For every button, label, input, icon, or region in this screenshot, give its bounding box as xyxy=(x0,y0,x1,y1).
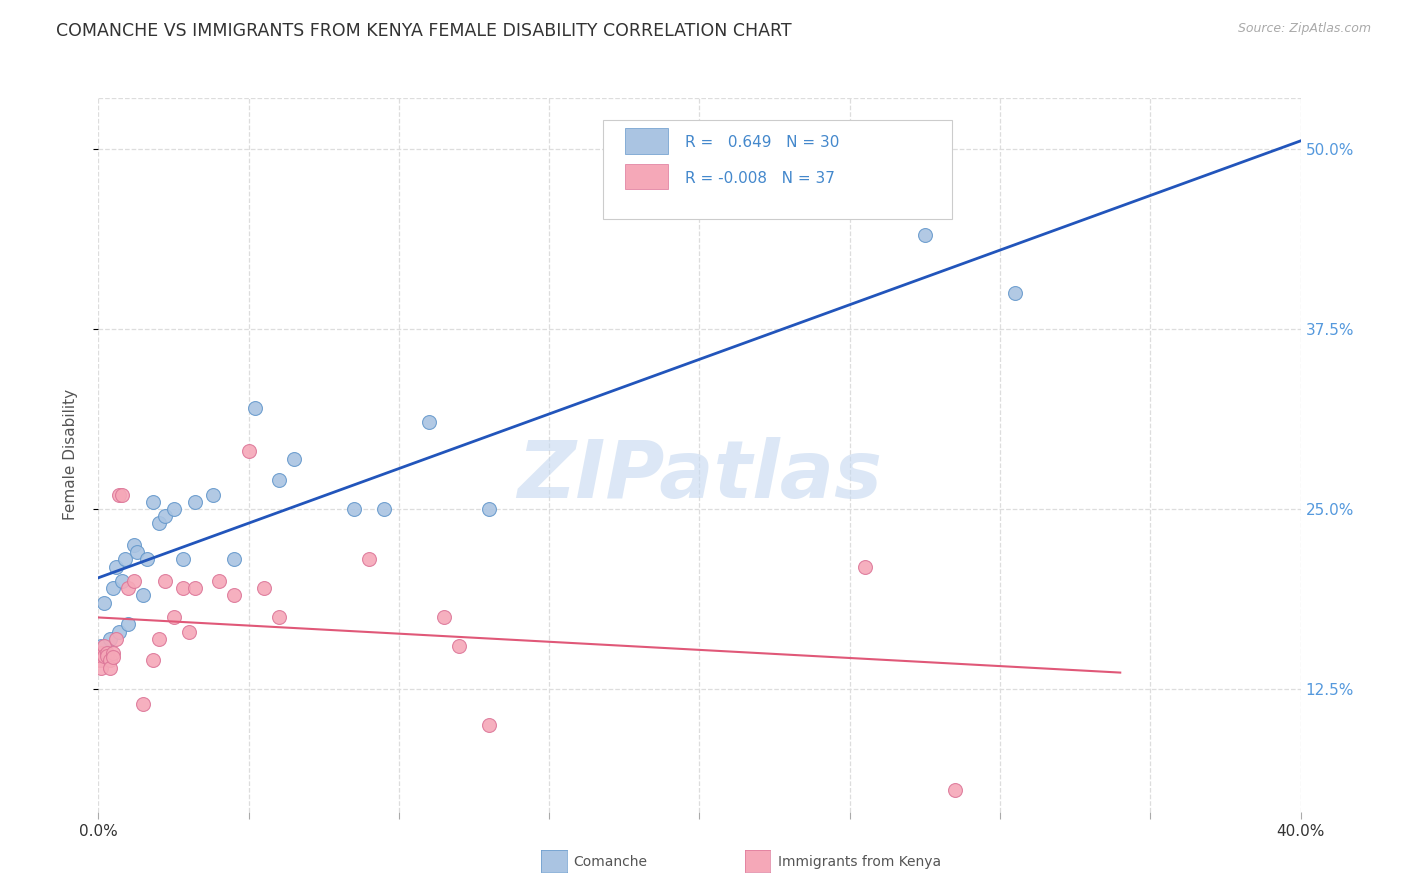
Point xyxy=(208,574,231,588)
Point xyxy=(177,624,200,639)
Text: R = -0.008   N = 37: R = -0.008 N = 37 xyxy=(685,170,835,186)
Point xyxy=(111,574,134,588)
Point xyxy=(478,502,501,516)
Point xyxy=(148,516,170,531)
Point xyxy=(253,581,276,595)
Point xyxy=(100,632,122,646)
Point xyxy=(132,697,155,711)
Point xyxy=(267,473,290,487)
Point xyxy=(267,610,290,624)
Text: Immigrants from Kenya: Immigrants from Kenya xyxy=(778,855,941,869)
Point xyxy=(111,487,134,501)
Point xyxy=(103,646,125,660)
Point xyxy=(93,639,115,653)
Point xyxy=(478,718,501,732)
Point xyxy=(222,552,245,566)
Point xyxy=(914,228,936,243)
FancyBboxPatch shape xyxy=(624,164,668,189)
Point xyxy=(853,559,876,574)
Point xyxy=(124,574,146,588)
Point xyxy=(108,487,131,501)
FancyBboxPatch shape xyxy=(624,128,668,153)
Point xyxy=(87,653,110,667)
Point xyxy=(108,624,131,639)
Point xyxy=(124,538,146,552)
Text: Comanche: Comanche xyxy=(574,855,648,869)
Point xyxy=(153,509,176,524)
Point xyxy=(373,502,395,516)
Point xyxy=(141,495,163,509)
Text: R =   0.649   N = 30: R = 0.649 N = 30 xyxy=(685,135,839,150)
Point xyxy=(90,639,112,653)
Point xyxy=(103,650,125,665)
Point xyxy=(172,581,194,595)
Point xyxy=(117,617,139,632)
Point xyxy=(357,552,380,566)
Text: ZIPatlas: ZIPatlas xyxy=(517,437,882,516)
Point xyxy=(148,632,170,646)
Point xyxy=(100,660,122,674)
Point xyxy=(183,495,205,509)
Point xyxy=(162,610,184,624)
Point xyxy=(172,552,194,566)
Point xyxy=(283,451,305,466)
Point xyxy=(943,783,966,797)
Point xyxy=(93,596,115,610)
Point xyxy=(103,581,125,595)
Point xyxy=(162,502,184,516)
Text: COMANCHE VS IMMIGRANTS FROM KENYA FEMALE DISABILITY CORRELATION CHART: COMANCHE VS IMMIGRANTS FROM KENYA FEMALE… xyxy=(56,22,792,40)
Point xyxy=(238,444,260,458)
Point xyxy=(96,646,118,660)
Point xyxy=(90,646,112,660)
Point xyxy=(127,545,149,559)
Point xyxy=(201,487,224,501)
Point xyxy=(141,653,163,667)
Point xyxy=(418,416,440,430)
Point xyxy=(105,632,128,646)
Point xyxy=(222,589,245,603)
Point xyxy=(433,610,456,624)
Point xyxy=(135,552,157,566)
Point xyxy=(132,589,155,603)
Point xyxy=(114,552,136,566)
Point xyxy=(93,648,115,663)
Point xyxy=(105,559,128,574)
Point xyxy=(183,581,205,595)
Point xyxy=(100,653,122,667)
Point xyxy=(343,502,366,516)
Point xyxy=(90,653,112,667)
Point xyxy=(243,401,266,415)
Point xyxy=(96,648,118,663)
Point xyxy=(117,581,139,595)
Y-axis label: Female Disability: Female Disability xyxy=(63,389,77,521)
Point xyxy=(87,648,110,663)
Point xyxy=(1004,285,1026,300)
Text: Source: ZipAtlas.com: Source: ZipAtlas.com xyxy=(1237,22,1371,36)
Point xyxy=(153,574,176,588)
FancyBboxPatch shape xyxy=(603,120,952,219)
Point xyxy=(447,639,470,653)
Point xyxy=(90,660,112,674)
